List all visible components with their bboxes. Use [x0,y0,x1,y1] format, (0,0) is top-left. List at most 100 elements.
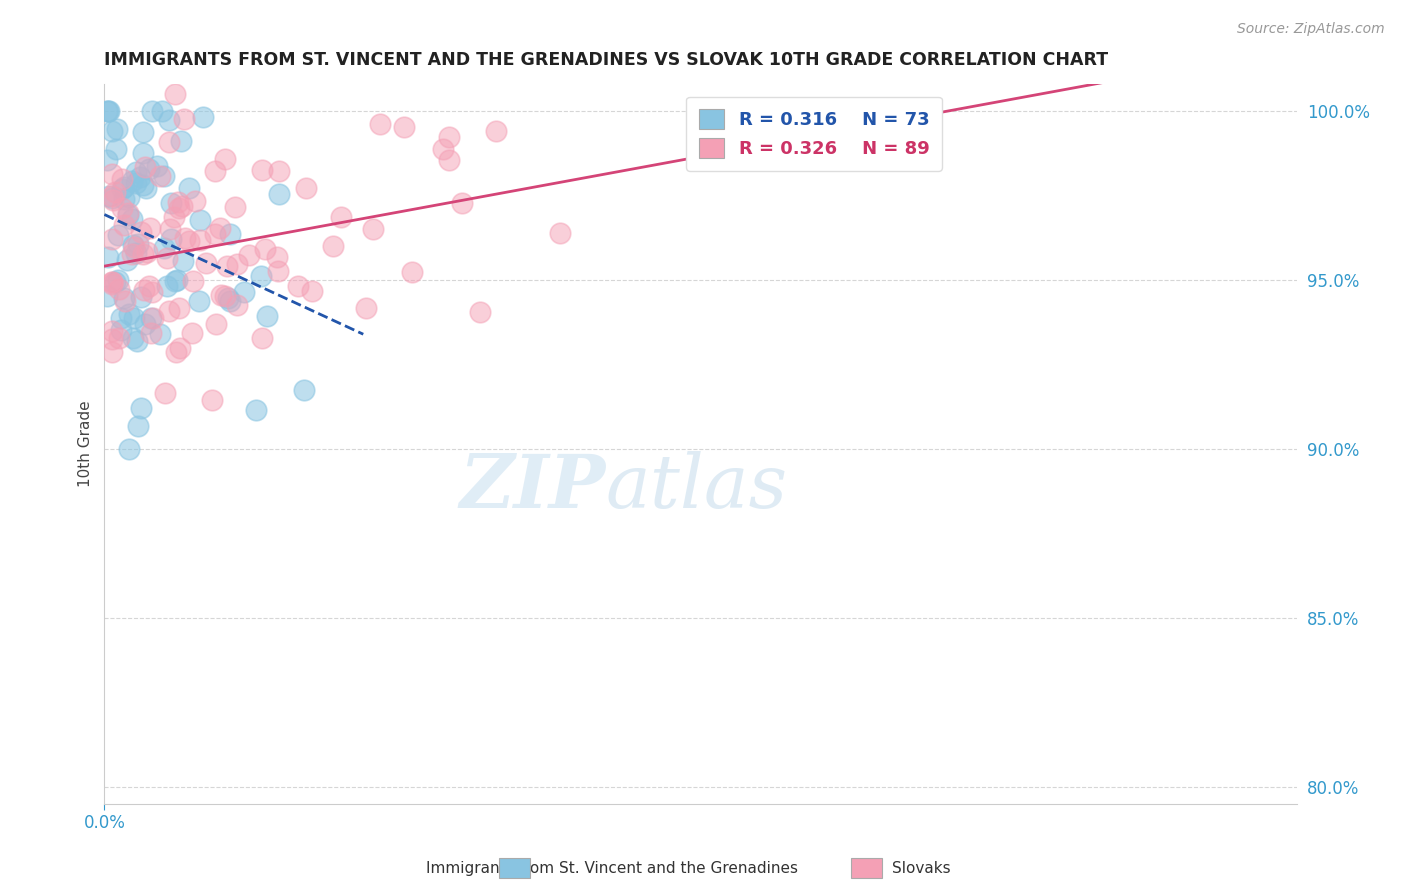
Text: Immigrants from St. Vincent and the Grenadines: Immigrants from St. Vincent and the Gren… [426,861,797,876]
Point [111,172,134,186]
Point [132,145,155,160]
Point [354,301,377,316]
Point [112,218,135,232]
Point [188,294,211,309]
Point [125,165,148,179]
Point [245,403,267,417]
Point [112,291,135,305]
Point [127,236,149,251]
Point [101,191,124,205]
Point [100,124,122,138]
Point [107,272,129,286]
Point [204,318,226,332]
Point [135,181,157,195]
Point [97,104,120,119]
Point [121,247,143,261]
Point [167,201,190,215]
Point [181,274,204,288]
Point [254,242,277,256]
Point [112,180,135,194]
Point [233,285,256,299]
Point [163,211,186,225]
Point [134,317,156,331]
Point [139,326,162,340]
Point [287,279,309,293]
Point [110,310,132,325]
Point [112,192,135,206]
Point [96,289,118,303]
Point [124,311,146,326]
Y-axis label: 10th Grade: 10th Grade [79,401,93,487]
Point [368,117,391,131]
Point [96,104,118,119]
Point [191,110,214,124]
Point [129,225,152,239]
Point [159,196,181,211]
Point [215,260,238,274]
Point [146,160,169,174]
Point [149,327,172,342]
Point [157,112,180,127]
Point [117,206,139,220]
Point [153,241,176,255]
Point [295,181,318,195]
Point [98,188,121,202]
Point [165,345,187,359]
Point [173,112,195,126]
Point [101,232,124,246]
Point [250,163,273,178]
Point [117,208,139,222]
Text: IMMIGRANTS FROM ST. VINCENT AND THE GRENADINES VS SLOVAK 10TH GRADE CORRELATION : IMMIGRANTS FROM ST. VINCENT AND THE GREN… [104,51,1108,69]
Point [127,419,149,434]
Point [122,331,145,345]
Point [101,344,124,359]
Point [105,142,128,156]
Point [218,227,240,241]
Point [225,298,247,312]
Point [103,193,125,207]
Point [163,274,186,288]
Point [97,104,120,119]
Point [110,323,132,337]
Point [177,234,200,248]
Point [159,221,181,235]
Point [97,250,120,264]
Point [728,105,751,120]
Point [101,167,124,181]
Point [141,311,163,326]
Point [132,247,155,261]
Point [163,87,186,102]
Text: Slovaks: Slovaks [891,861,950,876]
Point [485,124,508,138]
Point [141,104,163,119]
Point [114,294,136,309]
Point [194,256,217,270]
Point [250,268,273,283]
Point [188,233,211,247]
Point [209,287,232,301]
Point [121,211,143,226]
Point [451,196,474,211]
Point [167,301,190,316]
Point [157,304,180,318]
Point [101,332,124,346]
Point [267,163,290,178]
Point [301,285,323,299]
Point [468,304,491,318]
Point [111,182,134,196]
Point [107,228,129,243]
Point [128,169,150,184]
Point [101,189,124,203]
Point [169,341,191,355]
Point [136,244,159,259]
Point [226,256,249,270]
Point [330,210,353,224]
Point [269,186,291,201]
Point [152,169,174,183]
Point [224,200,246,214]
Point [129,401,152,415]
Point [104,275,127,289]
Point [392,120,415,135]
Point [204,227,226,241]
Point [138,279,160,293]
